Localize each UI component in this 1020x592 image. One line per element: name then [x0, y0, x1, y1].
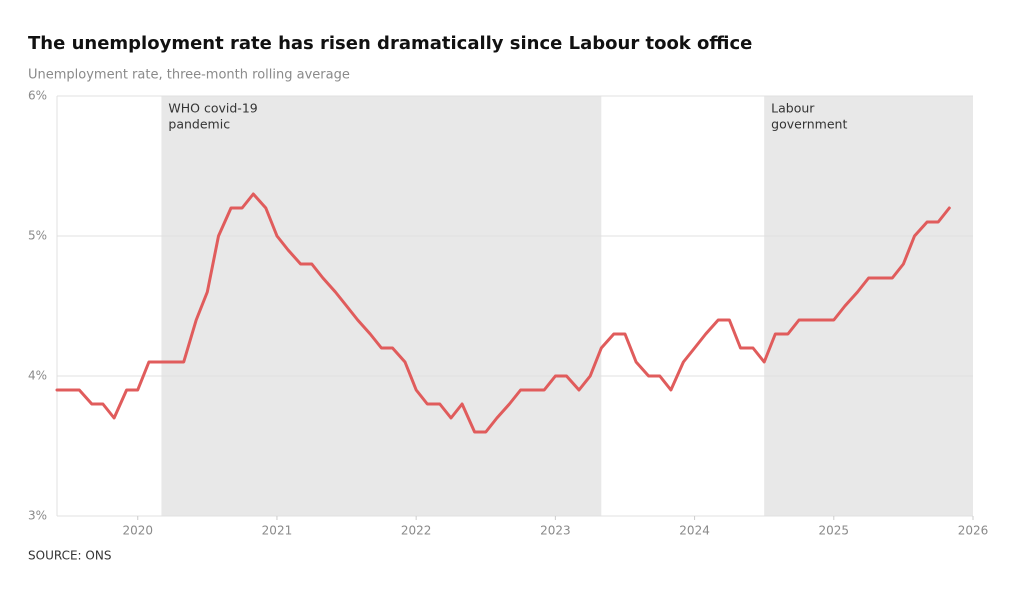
- y-tick-label: 5%: [28, 229, 47, 243]
- x-tick-label: 2021: [262, 524, 293, 538]
- y-tick-label: 3%: [28, 509, 47, 523]
- x-tick-label: 2024: [679, 524, 710, 538]
- period-label: government: [771, 117, 847, 132]
- x-tick-label: 2025: [819, 524, 850, 538]
- x-tick-label: 2026: [958, 524, 989, 538]
- chart-title: The unemployment rate has risen dramatic…: [28, 33, 752, 54]
- period-label: pandemic: [168, 117, 230, 132]
- shaded-period: [161, 96, 602, 516]
- x-tick-label: 2020: [122, 524, 153, 538]
- shaded-period: [764, 96, 973, 516]
- chart-subtitle: Unemployment rate, three-month rolling a…: [28, 68, 350, 83]
- y-tick-label: 6%: [28, 89, 47, 103]
- source: SOURCE: ONS: [28, 549, 111, 563]
- period-label: WHO covid-19: [168, 101, 257, 116]
- x-tick-label: 2023: [540, 524, 571, 538]
- data-line: [55, 192, 951, 434]
- x-tick-label: 2022: [401, 524, 432, 538]
- period-label: Labour: [771, 101, 815, 116]
- y-tick-label: 4%: [28, 369, 47, 383]
